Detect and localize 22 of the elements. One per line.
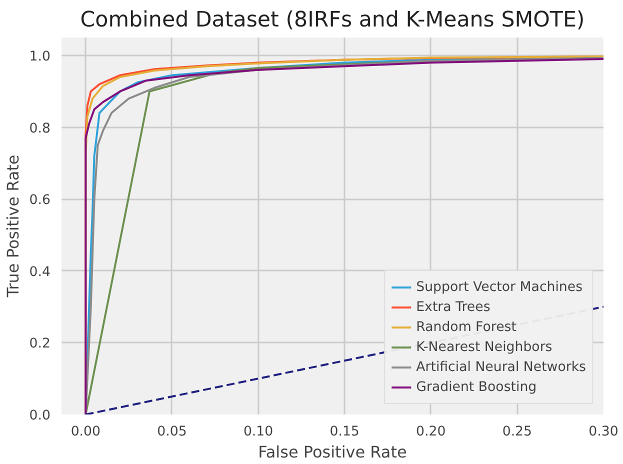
legend-label: Support Vector Machines: [416, 279, 583, 295]
legend-label: Artificial Neural Networks: [416, 359, 586, 375]
x-tick-label: 0.25: [502, 424, 532, 440]
legend-label: Extra Trees: [416, 299, 490, 315]
y-tick-label: 0.8: [29, 121, 51, 136]
y-axis-title: True Positive Rate: [3, 154, 22, 298]
x-tick-label: 0.30: [588, 424, 618, 440]
legend-label: K-Nearest Neighbors: [416, 339, 552, 355]
y-tick-label: 0.2: [29, 336, 51, 352]
y-tick-label: 1.0: [29, 49, 51, 64]
y-tick-label: 0.0: [29, 408, 51, 424]
x-tick-label: 0.00: [70, 424, 101, 440]
x-axis-title: False Positive Rate: [258, 442, 407, 462]
x-tick-label: 0.20: [416, 424, 446, 440]
y-tick-label: 0.6: [29, 193, 51, 208]
legend-label: Random Forest: [416, 319, 516, 335]
chart-title: Combined Dataset (8IRFs and K-Means SMOTE): [80, 8, 585, 32]
x-tick-label: 0.10: [243, 424, 274, 440]
legend-label: Gradient Boosting: [416, 379, 537, 395]
x-tick-label: 0.05: [157, 424, 187, 440]
y-tick-label: 0.4: [29, 264, 51, 280]
x-tick-label: 0.15: [330, 424, 360, 440]
